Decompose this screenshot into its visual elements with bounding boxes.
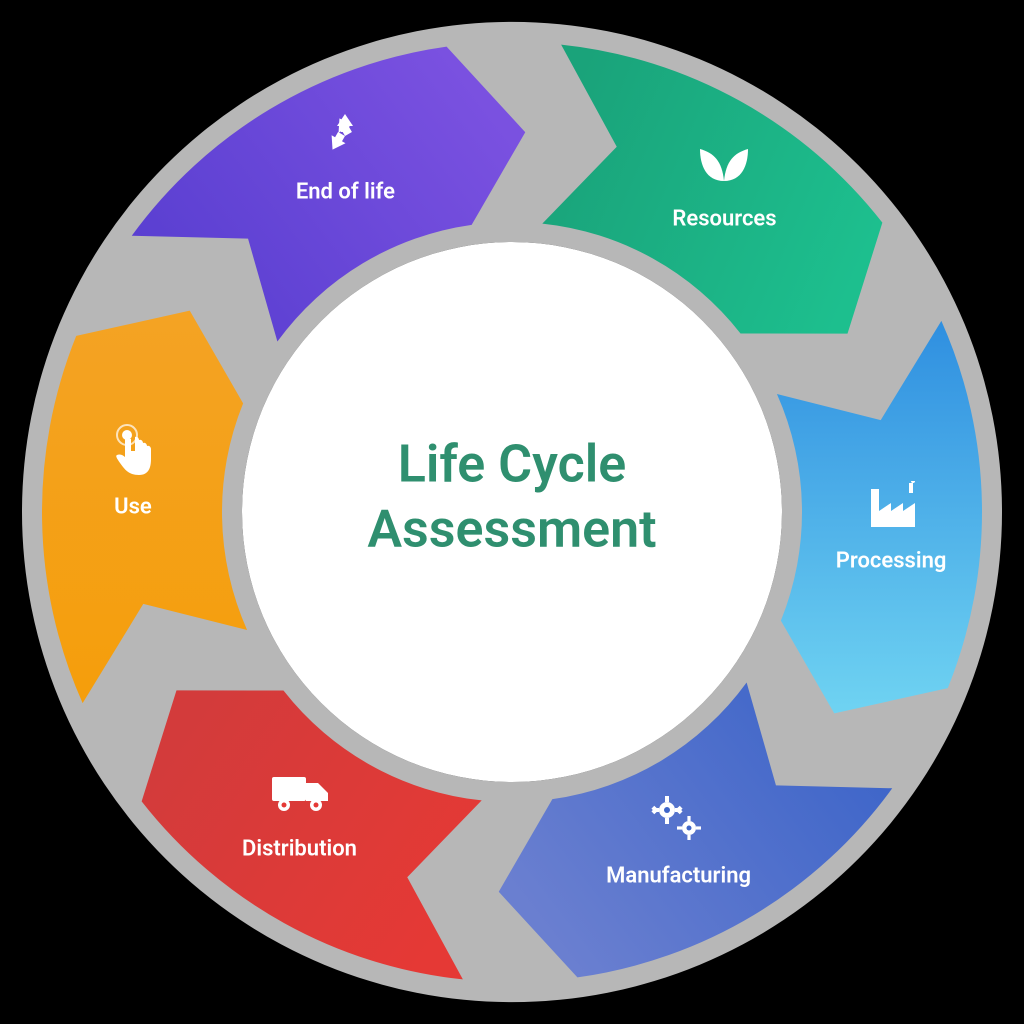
segment-label-processing: Processing xyxy=(836,548,947,573)
segment-label-distribution: Distribution xyxy=(242,837,357,862)
segment-label-resources: Resources xyxy=(672,206,776,231)
touch-icon xyxy=(109,423,157,479)
truck-icon xyxy=(268,771,332,815)
factory-icon xyxy=(863,481,919,529)
gears-icon xyxy=(649,792,709,848)
segment-label-use: Use xyxy=(114,495,152,520)
lifecycle-diagram: Life Cycle Assessment Resources Processin… xyxy=(0,0,1024,1024)
segment-label-manufacturing: Manufacturing xyxy=(606,863,751,888)
recycle-icon xyxy=(319,110,371,162)
segment-label-end-of-life: End of life xyxy=(296,180,395,205)
leaf-icon xyxy=(696,141,752,185)
center-title: Life Cycle Assessment xyxy=(367,431,656,561)
